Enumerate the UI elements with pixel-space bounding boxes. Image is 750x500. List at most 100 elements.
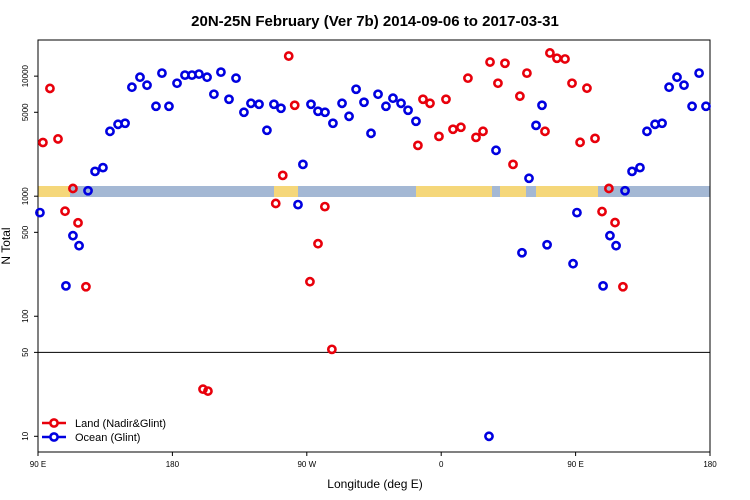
x-tick-label: 90 E bbox=[567, 460, 583, 469]
point bbox=[120, 118, 130, 129]
x-tick-label: 0 bbox=[439, 460, 444, 469]
x-axis-label: Longitude (deg E) bbox=[327, 477, 422, 491]
point bbox=[471, 132, 481, 143]
point bbox=[524, 173, 534, 184]
point bbox=[224, 94, 234, 105]
point bbox=[572, 207, 582, 218]
legend-label: Land (Nadir&Glint) bbox=[75, 418, 166, 430]
point bbox=[344, 111, 354, 122]
chart-title: 20N-25N February (Ver 7b) 2014-09-06 to … bbox=[191, 13, 559, 30]
x-tick-label: 90 E bbox=[30, 460, 46, 469]
point bbox=[620, 185, 630, 196]
map-strip bbox=[38, 186, 710, 197]
point bbox=[701, 101, 711, 112]
y-tick-label: 100 bbox=[21, 309, 30, 323]
point bbox=[463, 73, 473, 84]
point bbox=[484, 431, 494, 442]
point bbox=[298, 159, 308, 170]
legend-label: Ocean (Glint) bbox=[75, 432, 140, 444]
point bbox=[269, 99, 279, 110]
point bbox=[388, 93, 398, 104]
land-strip bbox=[536, 186, 598, 197]
y-tick-label: 5000 bbox=[21, 103, 30, 121]
point bbox=[172, 78, 182, 89]
point bbox=[68, 183, 78, 194]
point bbox=[679, 80, 689, 91]
land-strip bbox=[416, 186, 492, 197]
y-tick-label: 10 bbox=[21, 431, 30, 440]
point bbox=[276, 103, 286, 114]
point bbox=[262, 125, 272, 136]
y-axis-label: N Total bbox=[0, 227, 13, 264]
point bbox=[202, 72, 212, 83]
point bbox=[319, 201, 330, 212]
ocean-strip bbox=[38, 186, 710, 197]
y-tick-label: 50 bbox=[21, 347, 30, 356]
y-tick-label: 1000 bbox=[21, 187, 30, 205]
point bbox=[164, 101, 174, 112]
point bbox=[485, 57, 495, 67]
point bbox=[68, 230, 78, 241]
point bbox=[568, 258, 578, 269]
point bbox=[517, 247, 527, 258]
point bbox=[604, 183, 614, 194]
point bbox=[209, 89, 219, 100]
point bbox=[642, 126, 652, 137]
x-tick-label: 180 bbox=[166, 460, 180, 469]
point bbox=[45, 83, 55, 94]
point bbox=[672, 72, 682, 83]
point bbox=[198, 384, 208, 395]
y-tick-label: 500 bbox=[21, 225, 30, 239]
point bbox=[320, 107, 330, 118]
point bbox=[598, 280, 608, 291]
point bbox=[441, 94, 451, 105]
point bbox=[540, 126, 550, 137]
legend-marker bbox=[49, 432, 59, 442]
point bbox=[283, 51, 294, 61]
point bbox=[491, 145, 501, 156]
point bbox=[254, 99, 264, 110]
point bbox=[545, 48, 555, 58]
point bbox=[157, 68, 167, 79]
point bbox=[522, 68, 532, 79]
point bbox=[151, 101, 161, 112]
point bbox=[687, 101, 697, 112]
point bbox=[694, 68, 704, 79]
point bbox=[611, 240, 621, 251]
point bbox=[351, 84, 361, 95]
point bbox=[542, 239, 552, 250]
point bbox=[313, 238, 323, 249]
point bbox=[478, 126, 488, 137]
point bbox=[73, 217, 83, 228]
point bbox=[418, 94, 428, 105]
point bbox=[81, 281, 91, 292]
point bbox=[142, 80, 152, 91]
point bbox=[590, 133, 600, 144]
x-tick-label: 180 bbox=[703, 460, 717, 469]
point bbox=[366, 128, 376, 139]
point bbox=[381, 101, 391, 112]
point bbox=[597, 206, 607, 217]
point bbox=[326, 344, 337, 355]
point bbox=[60, 206, 70, 217]
point bbox=[425, 98, 435, 109]
point bbox=[493, 78, 503, 89]
point bbox=[456, 122, 466, 133]
point bbox=[293, 199, 303, 210]
point bbox=[627, 166, 637, 177]
point bbox=[575, 137, 585, 148]
point bbox=[306, 99, 316, 110]
plot-frame bbox=[37, 39, 711, 453]
point bbox=[289, 100, 300, 111]
point bbox=[194, 69, 204, 79]
y-tick-label: 10000 bbox=[21, 64, 30, 87]
land-strip bbox=[500, 186, 526, 197]
point bbox=[508, 159, 518, 170]
point bbox=[531, 120, 541, 131]
point bbox=[38, 137, 48, 148]
point bbox=[359, 97, 369, 108]
point bbox=[434, 131, 444, 142]
point bbox=[514, 91, 525, 102]
point bbox=[396, 98, 406, 109]
x-tick-label: 90 W bbox=[297, 460, 316, 469]
